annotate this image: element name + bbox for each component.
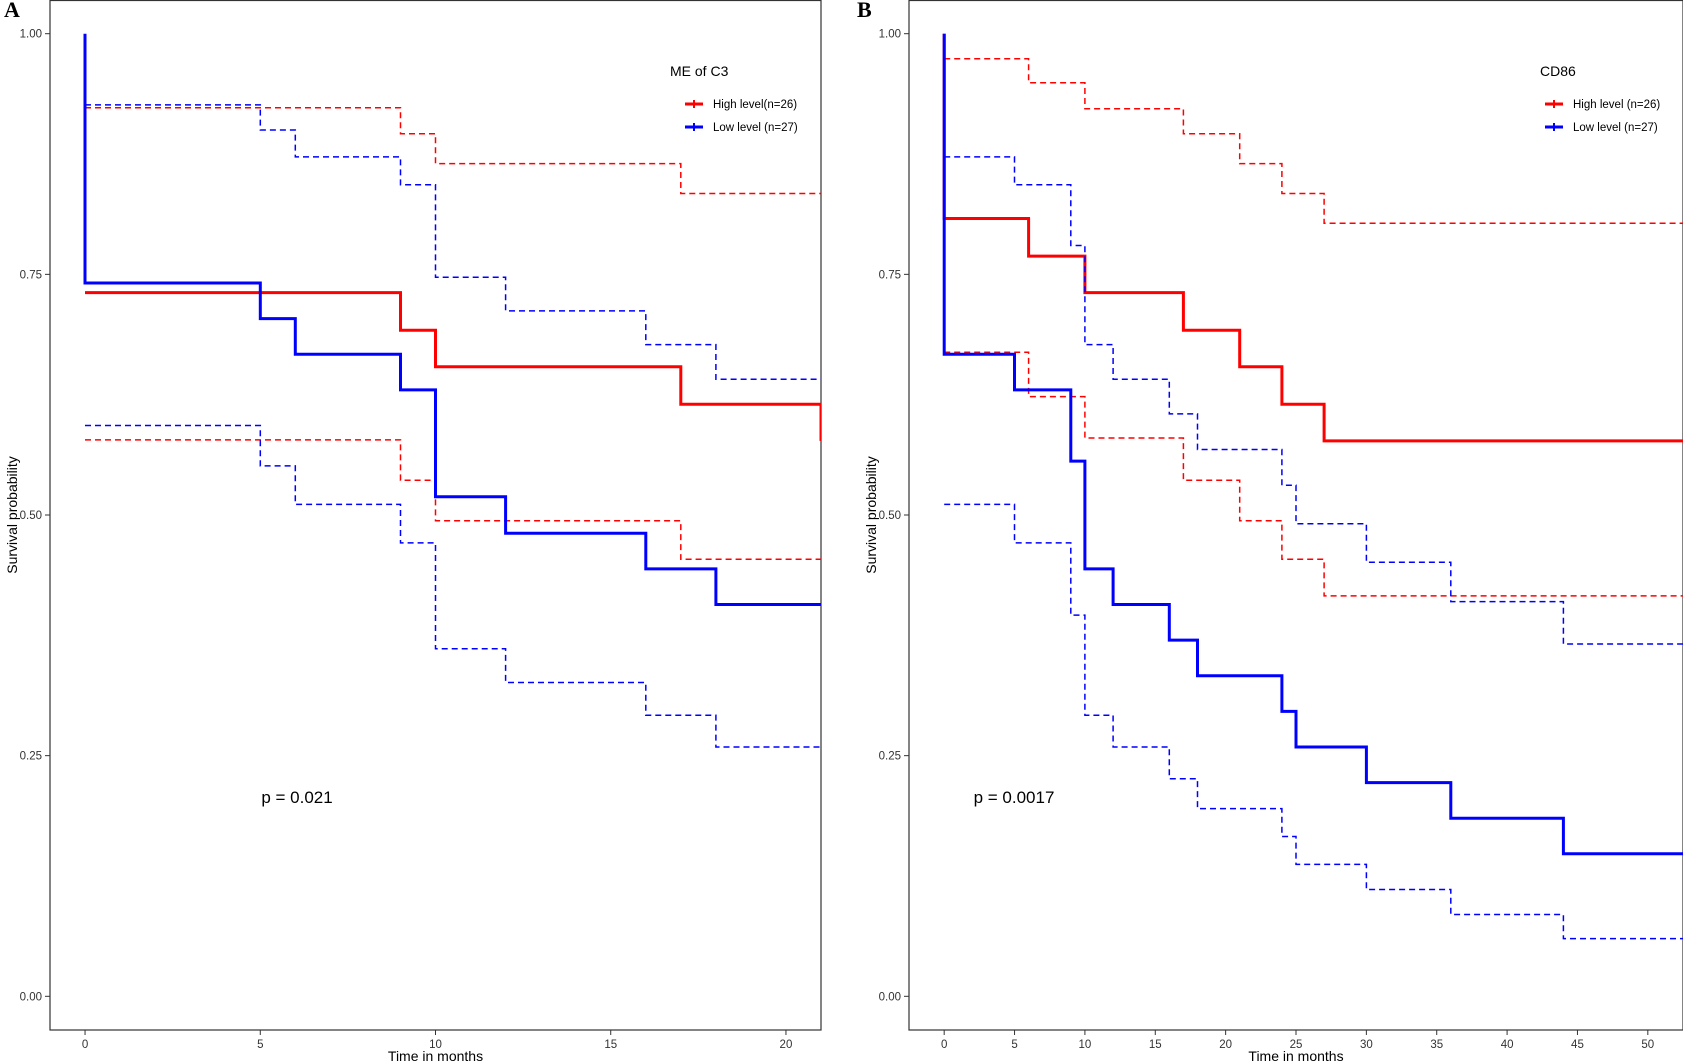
- series-line-high-level-n-26-lower-ci: [944, 351, 1683, 597]
- series-line-high-level-n-26: [942, 33, 1683, 443]
- x-tick-label: 20: [1219, 1039, 1232, 1051]
- legend-entry: High level(n=26): [713, 99, 797, 111]
- series-line-high-level-n-26-upper-ci: [944, 57, 1683, 225]
- legend-entry: High level (n=26): [1573, 99, 1660, 111]
- x-tick-label: 15: [604, 1039, 617, 1051]
- x-tick-label: 5: [1011, 1039, 1017, 1051]
- y-tick-label: 0.75: [20, 269, 42, 281]
- panel-label: A: [4, 0, 20, 22]
- series-group: [942, 33, 1683, 940]
- y-axis-title: Survival probability: [4, 456, 20, 574]
- y-tick-label: 1.00: [20, 29, 42, 41]
- series-line-high-level-n-26-upper-ci: [85, 107, 821, 195]
- series-line-low-level-n-27: [942, 33, 1683, 856]
- y-tick-label: 0.50: [879, 510, 901, 522]
- x-tick-label: 15: [1149, 1039, 1162, 1051]
- panel-b: B 0.00 0.25 0.50 0.75 1.00 0 5 10 15 20 25 30 35 40 45 5…: [857, 0, 1683, 1064]
- series-line-low-level-n-27-lower-ci: [85, 424, 821, 748]
- series-line-low-level-n-27-upper-ci: [944, 156, 1683, 645]
- x-tick-label: 10: [1079, 1039, 1092, 1051]
- x-tick-label: 35: [1430, 1039, 1443, 1051]
- series-line-high-level-n-26-lower-ci: [85, 439, 821, 561]
- p-value-annotation: p = 0.0017: [974, 788, 1055, 807]
- legend-title: ME of C3: [670, 63, 729, 79]
- series-group: [83, 33, 821, 748]
- legend-entry: Low level (n=27): [713, 122, 798, 134]
- y-tick-label: 0.25: [20, 751, 42, 763]
- x-tick-label: 0: [941, 1039, 947, 1051]
- series-line-high-level-n-26: [85, 291, 821, 441]
- legend-entry: Low level (n=27): [1573, 122, 1658, 134]
- series-line-low-level-n-27: [83, 33, 821, 606]
- x-tick-label: 45: [1571, 1039, 1584, 1051]
- series-line-low-level-n-27-lower-ci: [944, 503, 1683, 940]
- x-tick-label: 50: [1641, 1039, 1654, 1051]
- x-tick-label: 0: [82, 1039, 88, 1051]
- x-tick-label: 20: [780, 1039, 793, 1051]
- legend-title: CD86: [1540, 63, 1576, 79]
- y-tick-label: 0.50: [20, 510, 42, 522]
- panel-label: B: [857, 0, 872, 22]
- panel-a: A 0.00 0.25 0.50 0.75 1.00 0 5 10 15 20 Time in mon…: [4, 0, 822, 1064]
- y-axis-title: Survival probability: [863, 456, 879, 574]
- x-tick-label: 25: [1290, 1039, 1303, 1051]
- y-tick-label: 0.25: [879, 751, 901, 763]
- series-line-low-level-n-27-upper-ci: [85, 104, 821, 381]
- y-tick-label: 0.00: [879, 991, 901, 1003]
- y-tick-label: 1.00: [879, 29, 901, 41]
- p-value-annotation: p = 0.021: [261, 788, 332, 807]
- x-tick-label: 10: [429, 1039, 442, 1051]
- x-tick-label: 5: [257, 1039, 263, 1051]
- x-tick-label: 40: [1501, 1039, 1514, 1051]
- x-tick-label: 30: [1360, 1039, 1373, 1051]
- x-axis-title: Time in months: [1248, 1048, 1343, 1064]
- y-tick-label: 0.00: [20, 991, 42, 1003]
- y-tick-label: 0.75: [879, 269, 901, 281]
- x-axis-title: Time in months: [388, 1048, 483, 1064]
